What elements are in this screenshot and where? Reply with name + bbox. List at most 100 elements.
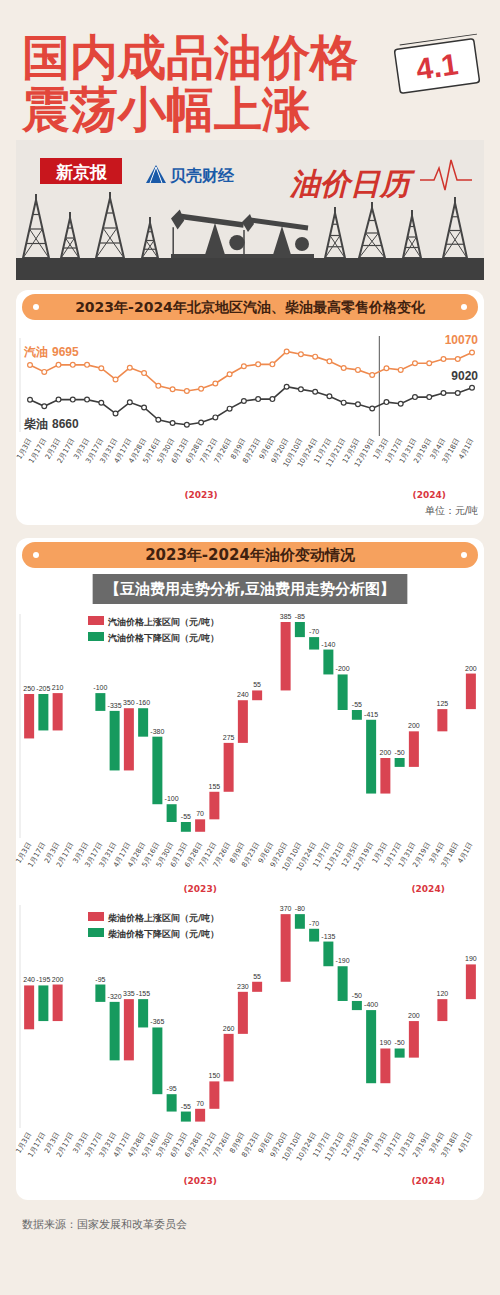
x-tick-label: 10月24日 — [295, 841, 318, 873]
series-point — [341, 400, 346, 405]
data-label: 125 — [437, 700, 449, 707]
data-label: 385 — [280, 613, 292, 620]
derrick-rung — [410, 226, 415, 227]
waterfall-bar — [323, 942, 333, 967]
title-dot — [33, 552, 39, 558]
series-point — [299, 387, 304, 392]
waterfall-bar — [252, 690, 262, 700]
legend-label: 柴油价格下降区间（元/吨） — [107, 929, 219, 939]
pump-head — [242, 214, 254, 232]
ground — [16, 258, 484, 280]
banner-bg — [16, 140, 484, 280]
series-point — [313, 354, 318, 359]
series-point — [227, 406, 232, 411]
x-tick-label: 8月23日 — [240, 1131, 261, 1159]
series-point — [341, 366, 346, 371]
data-label: -50 — [395, 749, 405, 756]
waterfall-bar — [224, 743, 234, 792]
legend-swatch — [88, 912, 104, 921]
series-point — [356, 402, 361, 407]
derrick-rung — [68, 227, 73, 228]
waterfall-bar — [110, 711, 120, 771]
title-line: 国内成品油价格 — [22, 29, 358, 85]
derrick — [142, 223, 158, 258]
derrick-rung — [107, 212, 114, 213]
series-point — [370, 406, 375, 411]
waterfall-bar — [409, 731, 419, 767]
series-point — [184, 389, 189, 394]
series-point — [142, 405, 147, 410]
pump-weight — [229, 235, 244, 250]
x-tick-label: 7月26日 — [212, 1131, 233, 1159]
overlay-caption: 【豆油费用走势分析,豆油费用走势分析图】 — [105, 580, 396, 598]
panel — [16, 290, 484, 525]
data-label: 240 — [23, 976, 35, 983]
data-label: -205 — [36, 685, 50, 692]
data-label: 55 — [253, 681, 261, 688]
data-label: 190 — [465, 955, 477, 962]
x-tick-label: 1月17日 — [26, 1131, 47, 1159]
derrick-brace — [449, 231, 467, 259]
derrick-rung — [100, 242, 121, 243]
series-point — [99, 400, 104, 405]
x-tick-label: 2月19日 — [411, 841, 432, 869]
series-point — [270, 362, 275, 367]
series-point — [156, 417, 161, 422]
x-tick-label: 2月17日 — [55, 841, 76, 869]
x-tick-label: 12月19日 — [352, 1131, 375, 1163]
data-label: -160 — [136, 699, 150, 706]
data-label: -50 — [352, 992, 362, 999]
x-tick-label: 2月17日 — [56, 437, 77, 465]
series-point — [327, 394, 332, 399]
derrick-brace — [103, 228, 124, 258]
waterfall-bar — [252, 982, 262, 992]
waterfall-bar — [167, 804, 177, 822]
waterfall-bar — [209, 1081, 219, 1108]
page-bg — [0, 0, 500, 1295]
derrick-top — [411, 210, 413, 216]
x-tick-label: 2月17日 — [55, 1131, 76, 1159]
derrick — [403, 216, 421, 258]
derrick-brace — [408, 237, 422, 258]
series-point — [42, 370, 47, 375]
derrick-top — [149, 217, 151, 223]
badge-line — [400, 34, 477, 45]
waterfall-bar — [181, 822, 191, 832]
series-point — [199, 420, 204, 425]
waterfall-bar — [380, 1048, 390, 1083]
unit-label: 单位：元/吨 — [425, 505, 478, 516]
title-dot — [461, 552, 467, 558]
panel-title: 2023年-2024年北京地区汽油、柴油最高零售价格变化 — [75, 299, 426, 315]
waterfall-bar — [53, 693, 63, 730]
derrick-rung — [66, 237, 75, 238]
year-label: (2023) — [183, 884, 216, 894]
data-label: 240 — [237, 691, 249, 698]
panel — [16, 538, 484, 1200]
data-label: -190 — [336, 957, 350, 964]
x-tick-label: 4月1日 — [456, 1131, 474, 1155]
data-label: 200 — [408, 722, 420, 729]
series-point — [427, 361, 432, 366]
logo-text: 新京报 — [55, 162, 108, 182]
waterfall-bar — [395, 1048, 405, 1057]
waterfall-bar — [352, 710, 362, 720]
derrick-rung — [452, 216, 458, 217]
series-point — [455, 391, 460, 396]
legend-swatch — [88, 928, 104, 937]
waterfall-bar — [437, 999, 447, 1021]
data-label: 335 — [123, 990, 135, 997]
data-label: -95 — [167, 1085, 177, 1092]
data-label: -55 — [181, 813, 191, 820]
series-line — [30, 351, 472, 391]
year-label: (2024) — [411, 884, 444, 894]
start-value: 8660 — [52, 417, 79, 431]
pump-weight — [295, 237, 309, 251]
legend-label: 汽油价格下降区间（元/吨） — [107, 633, 219, 643]
pump-rod — [243, 230, 245, 258]
derrick — [359, 208, 385, 258]
data-label: 70 — [196, 1100, 204, 1107]
legend-swatch — [88, 616, 104, 625]
series-point — [356, 367, 361, 372]
series-point — [441, 391, 446, 396]
pulse-line — [420, 160, 472, 190]
